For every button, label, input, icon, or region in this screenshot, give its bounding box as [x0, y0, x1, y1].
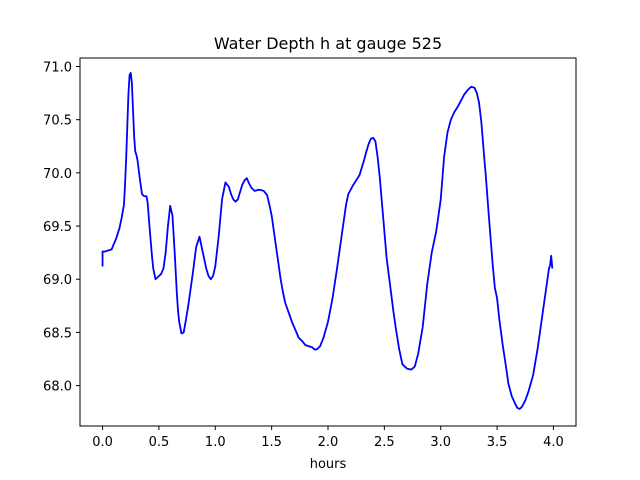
- y-tick-label: 69.0: [43, 273, 72, 288]
- x-tick-label: 0.5: [149, 435, 170, 450]
- series-line: [101, 71, 554, 410]
- y-tick-label: 68.5: [43, 326, 72, 341]
- y-tick-label: 68.0: [43, 380, 72, 395]
- y-tick-label: 70.0: [43, 167, 72, 182]
- x-tick-label: 2.0: [318, 435, 339, 450]
- y-tick-label: 70.5: [43, 114, 72, 129]
- x-tick-label: 3.0: [430, 435, 451, 450]
- x-tick-label: 1.0: [205, 435, 226, 450]
- y-tick-label: 69.5: [43, 220, 72, 235]
- chart-title: Water Depth h at gauge 525: [214, 34, 442, 53]
- y-tick-label: 71.0: [43, 61, 72, 76]
- x-axis-label: hours: [310, 457, 347, 472]
- x-tick-label: 4.0: [543, 435, 564, 450]
- plot-area: [79, 57, 577, 427]
- x-tick-label: 0.0: [92, 435, 113, 450]
- y-axis: 68.0 68.5 69.0 69.5 70.0 70.5 71.0: [43, 61, 80, 395]
- plot-frame: [79, 57, 577, 427]
- x-tick-label: 1.5: [261, 435, 282, 450]
- x-tick-label: 3.5: [487, 435, 508, 450]
- x-tick-label: 2.5: [374, 435, 395, 450]
- x-axis: 0.0 0.5 1.0 1.5 2.0 2.5 3.0 3.5 4.0: [92, 426, 564, 450]
